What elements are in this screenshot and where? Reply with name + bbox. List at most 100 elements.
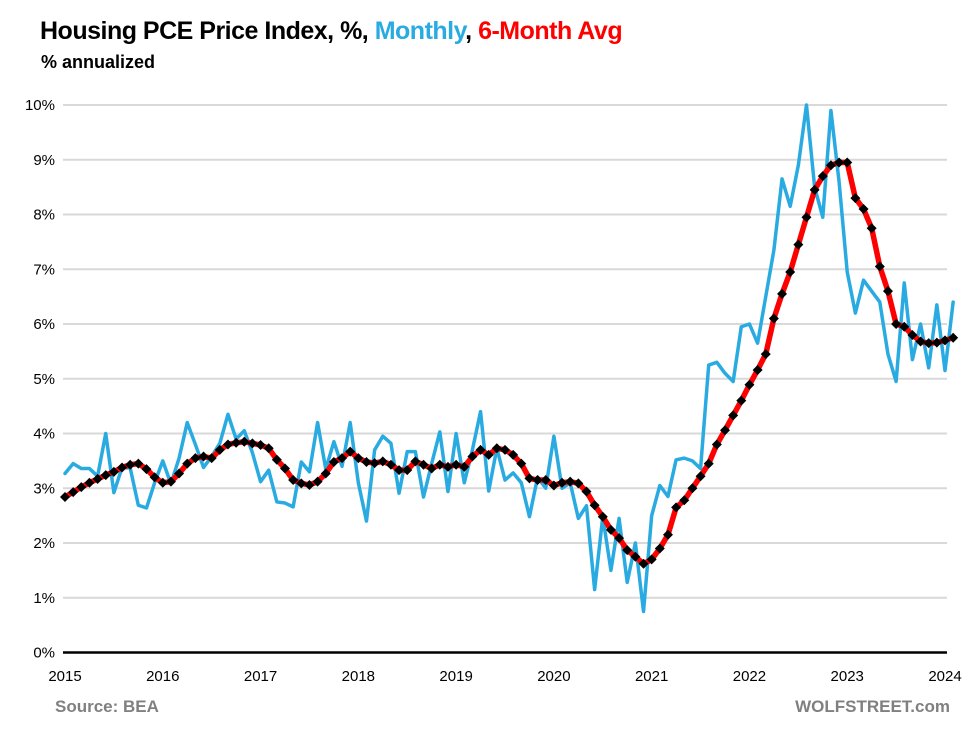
avg-marker (426, 463, 437, 474)
avg-marker (720, 425, 730, 436)
avg-marker (891, 319, 902, 329)
avg-marker (646, 554, 657, 565)
avg-marker (394, 465, 405, 476)
avg-marker (524, 473, 535, 484)
avg-marker (165, 476, 176, 487)
avg-marker (271, 454, 282, 465)
avg-marker (125, 459, 136, 470)
avg-marker (280, 463, 290, 474)
avg-marker (874, 261, 885, 272)
avg-marker (296, 478, 307, 489)
avg-marker (915, 336, 926, 347)
x-tick-label-2018: 2018 (342, 668, 375, 685)
avg-marker (84, 477, 95, 488)
avg-marker (337, 453, 348, 464)
avg-marker (222, 439, 233, 450)
avg-marker (76, 482, 87, 493)
avg-marker (671, 502, 682, 513)
avg-marker (369, 458, 380, 469)
y-tick-label-6%: 6% (33, 316, 55, 333)
avg-marker (923, 338, 934, 349)
avg-marker (532, 475, 543, 486)
x-tick-label-2019: 2019 (439, 668, 472, 685)
x-tick-label-2016: 2016 (146, 668, 179, 685)
avg-marker (516, 458, 527, 469)
avg-marker (304, 479, 315, 490)
title-avg-part: 6-Month Avg (478, 17, 623, 45)
avg-marker (402, 465, 413, 476)
avg-marker (174, 468, 185, 479)
avg-marker (467, 451, 478, 462)
avg-marker (948, 332, 959, 343)
avg-marker (899, 321, 910, 332)
six-month-avg-line (62, 159, 956, 567)
avg-marker (793, 239, 804, 250)
avg-marker (760, 349, 771, 360)
avg-diamond-markers (60, 157, 959, 569)
avg-marker (182, 458, 193, 469)
avg-marker (866, 223, 877, 234)
title-black-part: Housing PCE Price Index, %, (40, 17, 375, 45)
avg-marker (654, 543, 665, 554)
avg-marker (882, 286, 893, 297)
avg-marker (377, 456, 388, 467)
avg-marker (451, 459, 462, 470)
avg-marker (687, 483, 698, 494)
avg-marker (622, 545, 633, 556)
x-tick-label-2017: 2017 (244, 668, 277, 685)
avg-marker (801, 212, 812, 223)
avg-marker (907, 329, 918, 340)
avg-marker (231, 437, 242, 448)
avg-marker (508, 449, 519, 460)
avg-marker (589, 500, 600, 511)
avg-marker (703, 458, 714, 469)
title-separator: , (465, 17, 479, 45)
avg-marker (752, 364, 763, 375)
avg-marker (858, 204, 869, 215)
avg-marker (638, 558, 649, 569)
chart-title: Housing PCE Price Index, %, Monthly, 6-M… (40, 17, 940, 46)
avg-marker (825, 160, 836, 171)
avg-marker (605, 524, 616, 535)
avg-marker (361, 456, 372, 467)
avg-marker (695, 471, 706, 482)
avg-marker (491, 443, 502, 454)
title-monthly-part: Monthly (374, 17, 466, 45)
avg-marker (459, 461, 470, 472)
y-tick-label-2%: 2% (33, 535, 55, 552)
avg-marker (842, 157, 853, 168)
avg-marker (785, 266, 796, 277)
chart-subtitle: % annualized (41, 52, 156, 72)
avg-marker (68, 487, 79, 498)
x-axis-labels: 2015 2016 2017 2018 2019 2020 2021 2022 2023 2024 (48, 668, 961, 685)
avg-marker (662, 529, 673, 540)
avg-marker (768, 313, 779, 324)
avg-marker (198, 451, 209, 462)
avg-marker (817, 171, 828, 182)
avg-marker (141, 464, 152, 475)
avg-marker (108, 466, 119, 477)
avg-marker (931, 337, 942, 348)
y-axis-labels: 0% 1% 2% 3% 4% 5% 6% 7% 8% 9% 10% (25, 97, 55, 662)
avg-marker (133, 458, 144, 469)
x-tick-label-2024: 2024 (928, 668, 961, 685)
avg-marker (60, 492, 70, 503)
avg-marker (557, 477, 568, 488)
gridlines (63, 104, 947, 599)
y-tick-label-3%: 3% (33, 480, 55, 497)
avg-marker (809, 184, 820, 195)
avg-marker (679, 495, 690, 506)
avg-marker (328, 456, 339, 467)
x-tick-label-2020: 2020 (537, 668, 570, 685)
avg-marker (940, 335, 950, 346)
avg-marker (255, 439, 266, 450)
avg-marker (728, 410, 739, 421)
avg-marker (500, 444, 510, 455)
avg-marker (736, 395, 747, 406)
avg-marker (190, 453, 201, 464)
avg-marker (353, 453, 364, 464)
avg-marker (206, 453, 217, 464)
y-tick-label-4%: 4% (33, 426, 55, 443)
avg-marker (442, 461, 453, 472)
